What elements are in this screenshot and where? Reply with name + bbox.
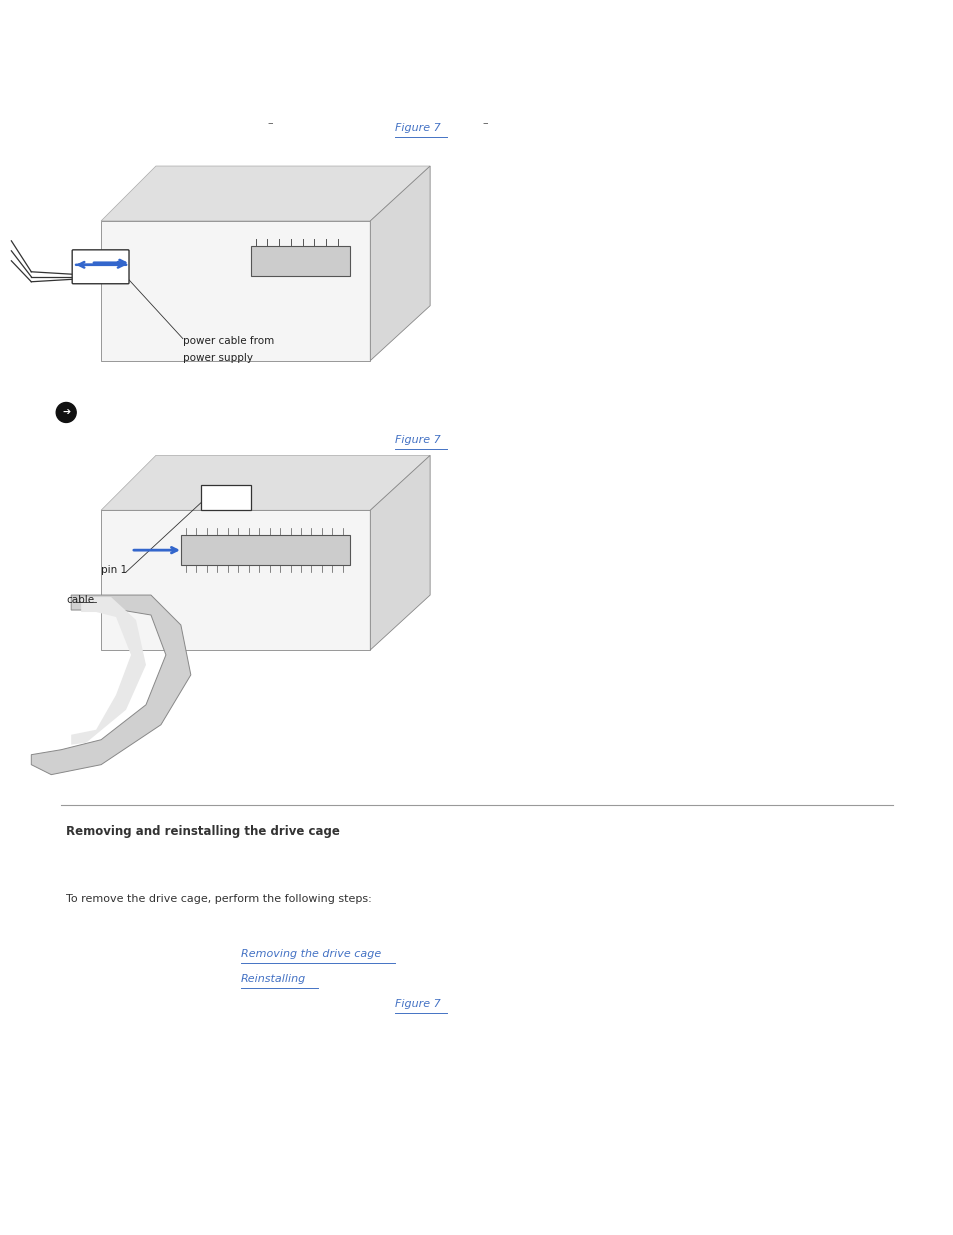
Polygon shape — [200, 485, 251, 510]
Text: Removing the drive cage: Removing the drive cage — [240, 950, 380, 960]
Circle shape — [56, 403, 76, 422]
FancyBboxPatch shape — [72, 249, 129, 284]
Polygon shape — [101, 510, 370, 650]
Text: Removing and reinstalling the drive cage: Removing and reinstalling the drive cage — [66, 825, 339, 837]
Polygon shape — [181, 535, 350, 566]
Text: ➔: ➔ — [62, 408, 71, 417]
Polygon shape — [101, 165, 430, 221]
Text: Reinstalling: Reinstalling — [240, 974, 306, 984]
Text: Figure 7: Figure 7 — [395, 124, 440, 133]
Polygon shape — [31, 595, 191, 774]
Text: power supply: power supply — [183, 353, 253, 363]
Polygon shape — [251, 246, 350, 275]
Polygon shape — [101, 456, 430, 510]
Text: Figure 7: Figure 7 — [395, 436, 440, 446]
Text: Figure 7: Figure 7 — [395, 999, 440, 1009]
Polygon shape — [370, 165, 430, 361]
Text: power cable from: power cable from — [183, 336, 274, 346]
Text: –: – — [268, 119, 274, 128]
Polygon shape — [370, 456, 430, 650]
Text: cable: cable — [66, 595, 94, 605]
Text: –: – — [481, 119, 487, 128]
Polygon shape — [71, 597, 146, 745]
Polygon shape — [101, 221, 370, 361]
Text: To remove the drive cage, perform the following steps:: To remove the drive cage, perform the fo… — [66, 894, 372, 904]
Text: pin 1: pin 1 — [101, 566, 127, 576]
